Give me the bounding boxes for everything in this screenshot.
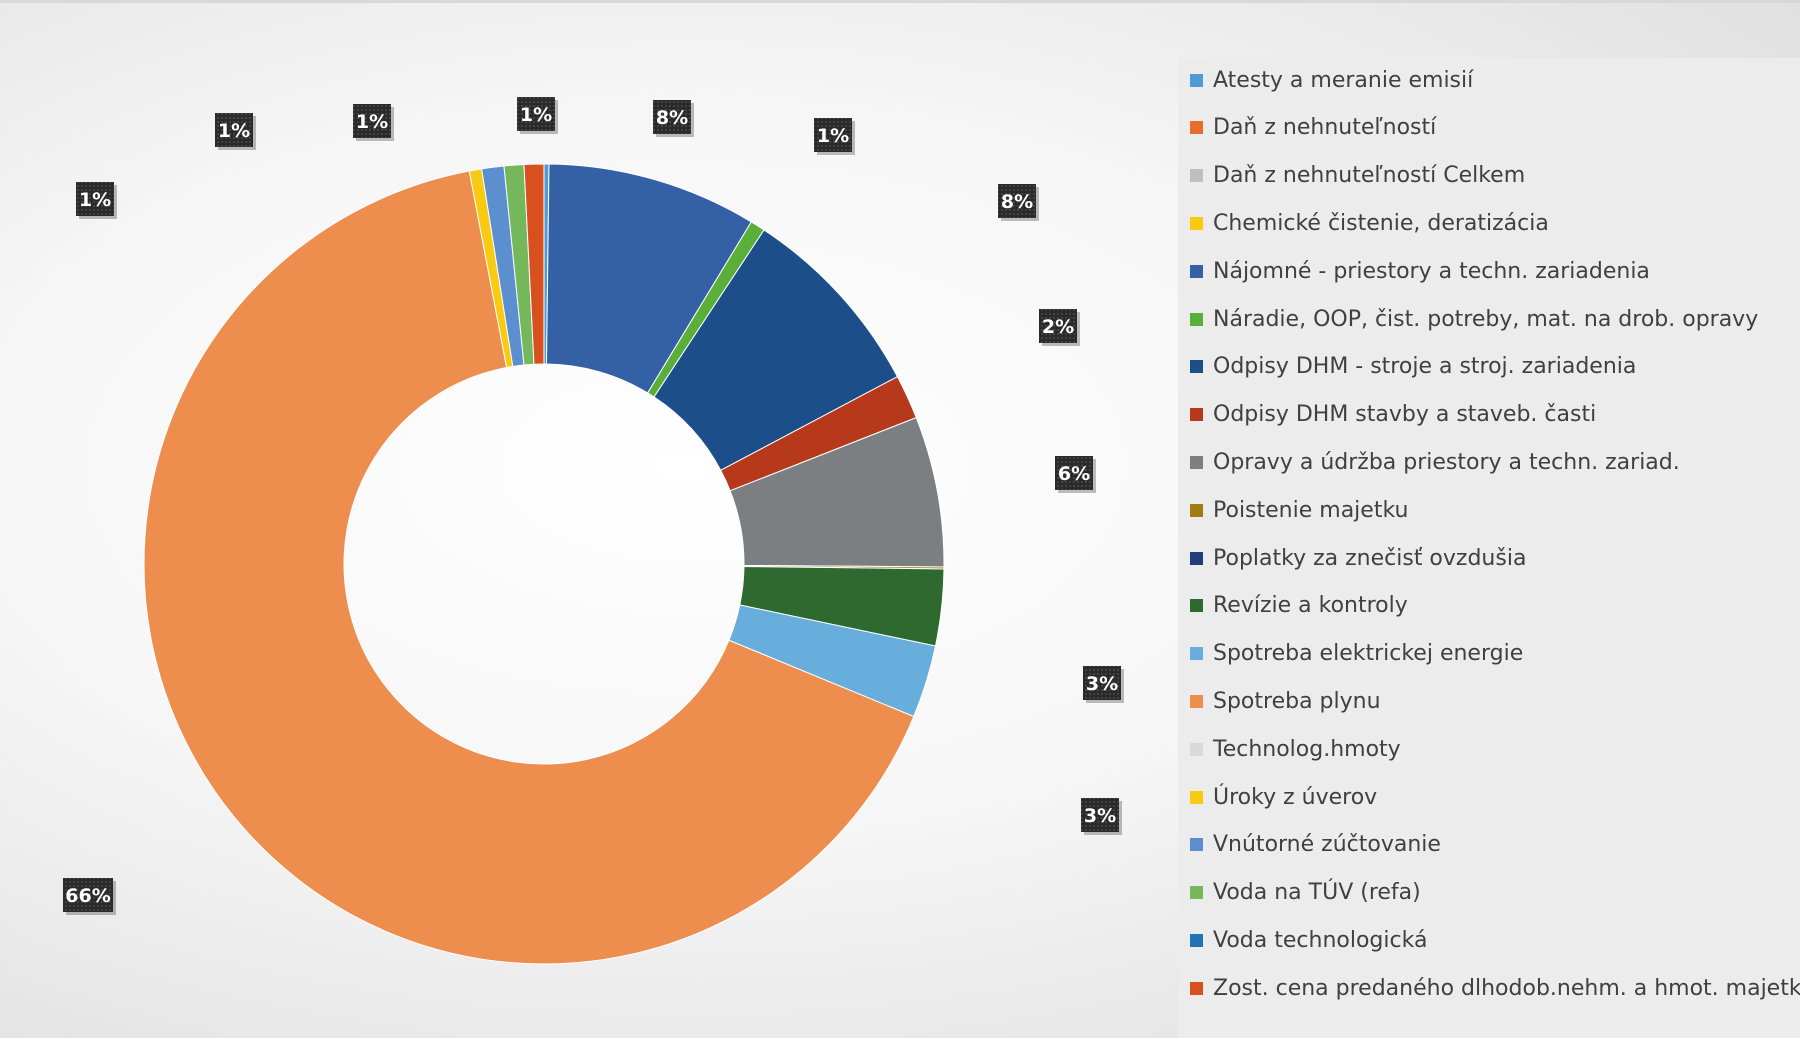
- legend-label: Nájomné - priestory a techn. zariadenia: [1213, 258, 1650, 284]
- data-label-text: 8%: [1001, 191, 1033, 213]
- data-labels-layer: 8% 1% 8% 2% 6% 3% 3% 66% 1% 1% 1% 1%: [63, 97, 1124, 915]
- data-label-uroky-z-uverov: 1%: [76, 182, 117, 219]
- data-label-najomne-priestory-a-techn-zariadenia: 8%: [653, 100, 694, 137]
- legend-label: Technolog.hmoty: [1213, 736, 1401, 762]
- top-border: [0, 0, 1800, 3]
- legend-label: Poistenie majetku: [1213, 497, 1409, 523]
- legend-label: Voda na TÚV (refa): [1213, 880, 1421, 906]
- legend-item-atesty-a-meranie-emisii[interactable]: Atesty a meranie emisií: [1190, 65, 1473, 95]
- data-label-text: 1%: [218, 120, 250, 142]
- legend-item-chemicke-cistenie-deratizacia[interactable]: Chemické čistenie, deratizácia: [1190, 208, 1549, 238]
- data-label-text: 66%: [65, 885, 110, 907]
- legend: Atesty a meranie emisií Daň z nehnuteľnos…: [1178, 58, 1800, 1038]
- legend-item-opravy-a-udrzba-priestory-a-techn-zariad[interactable]: Opravy a údržba priestory a techn. zaria…: [1190, 447, 1680, 477]
- data-label-text: 1%: [79, 189, 111, 211]
- legend-item-spotreba-plynu[interactable]: Spotreba plynu: [1190, 686, 1381, 716]
- legend-swatch: [1190, 599, 1203, 613]
- legend-item-odpisy-dhm-stroje-a-stroj-zariadenia[interactable]: Odpisy DHM - stroje a stroj. zariadenia: [1190, 352, 1636, 382]
- data-label-revizie-a-kontroly: 3%: [1083, 666, 1124, 703]
- data-label-odpisy-dhm-stavby-a-staveb-casti: 2%: [1039, 309, 1080, 346]
- legend-swatch: [1190, 933, 1203, 947]
- legend-label: Náradie, OOP, čist. potreby, mat. na dro…: [1213, 306, 1759, 332]
- legend-item-spotreba-elektrickej-energie[interactable]: Spotreba elektrickej energie: [1190, 639, 1523, 669]
- data-label-text: 2%: [1042, 316, 1074, 338]
- legend-swatch: [1190, 216, 1203, 230]
- legend-label: Revízie a kontroly: [1213, 593, 1408, 619]
- legend-item-najomne-priestory-a-techn-zariadenia[interactable]: Nájomné - priestory a techn. zariadenia: [1190, 256, 1650, 286]
- legend-swatch: [1190, 838, 1203, 852]
- legend-swatch: [1190, 73, 1203, 87]
- legend-label: Odpisy DHM - stroje a stroj. zariadenia: [1213, 354, 1637, 380]
- legend-label: Poplatky za znečisť ovzdušia: [1213, 545, 1527, 571]
- data-label-zost-cena-predaneho-dlhodob-nehm-a-hmot-majetku: 1%: [517, 97, 558, 134]
- slice-zost-cena-predaneho-dlhodob-nehm-a-hmot-majetku: [523, 163, 545, 365]
- legend-label: Spotreba plynu: [1213, 688, 1381, 714]
- legend-item-dan-z-nehnutelnosti-celkem[interactable]: Daň z nehnuteľností Celkem: [1190, 161, 1525, 191]
- data-label-text: 6%: [1058, 463, 1090, 485]
- legend-item-zost-cena-predaneho-dlhodob-nehm-a-hmot-majetku[interactable]: Zost. cena predaného dlhodob.nehm. a hmo…: [1190, 973, 1800, 1003]
- data-label-naradie-oop-cist-potreby-mat-na-drob-opravy: 1%: [814, 118, 855, 155]
- data-label-text: 3%: [1084, 805, 1116, 827]
- data-label-spotreba-elektrickej-energie: 3%: [1081, 798, 1122, 835]
- legend-label: Opravy a údržba priestory a techn. zaria…: [1213, 449, 1680, 475]
- legend-item-poplatky-za-znecist-ovzdusia[interactable]: Poplatky za znečisť ovzdušia: [1190, 543, 1526, 573]
- legend-swatch: [1190, 981, 1203, 995]
- legend-item-dan-z-nehnutelnosti[interactable]: Daň z nehnuteľností: [1190, 113, 1436, 143]
- legend-label: Úroky z úverov: [1213, 784, 1378, 810]
- legend-item-technolog-hmoty[interactable]: Technolog.hmoty: [1190, 734, 1401, 764]
- legend-swatch: [1190, 551, 1203, 565]
- data-label-vnutorne-zuctovanie: 1%: [215, 113, 256, 150]
- legend-label: Voda technologická: [1213, 927, 1428, 953]
- data-label-opravy-a-udrzba-priestory-a-techn-zariad: 6%: [1055, 456, 1096, 493]
- legend-swatch: [1190, 455, 1203, 469]
- legend-label: Chemické čistenie, deratizácia: [1213, 210, 1549, 236]
- legend-label: Odpisy DHM stavby a staveb. časti: [1213, 402, 1597, 428]
- legend-swatch: [1190, 503, 1203, 517]
- legend-label: Atesty a meranie emisií: [1213, 67, 1474, 93]
- legend-item-revizie-a-kontroly[interactable]: Revízie a kontroly: [1190, 591, 1408, 621]
- legend-swatch: [1190, 408, 1203, 422]
- legend-swatch: [1190, 360, 1203, 374]
- legend-swatch: [1190, 312, 1203, 326]
- legend-label: Daň z nehnuteľností: [1213, 115, 1437, 141]
- data-label-odpisy-dhm-stroje-a-stroj-zariadenia: 8%: [998, 184, 1039, 221]
- legend-swatch: [1190, 121, 1203, 135]
- data-label-voda-na-tuv-refa: 1%: [353, 104, 394, 141]
- legend-swatch: [1190, 886, 1203, 900]
- legend-item-odpisy-dhm-stavby-a-staveb-casti[interactable]: Odpisy DHM stavby a staveb. časti: [1190, 400, 1596, 430]
- legend-swatch: [1190, 790, 1203, 804]
- legend-item-voda-technologicka[interactable]: Voda technologická: [1190, 925, 1427, 955]
- legend-label: Daň z nehnuteľností Celkem: [1213, 163, 1526, 189]
- legend-swatch: [1190, 742, 1203, 756]
- data-label-text: 1%: [520, 104, 552, 126]
- data-label-text: 1%: [817, 125, 849, 147]
- data-label-text: 3%: [1086, 673, 1118, 695]
- legend-swatch: [1190, 169, 1203, 183]
- legend-item-naradie-oop-cist-potreby-mat-na-drob-opravy[interactable]: Náradie, OOP, čist. potreby, mat. na dro…: [1190, 304, 1758, 334]
- slice-spotreba-plynu: [143, 170, 915, 965]
- legend-label: Vnútorné zúčtovanie: [1213, 832, 1441, 858]
- legend-item-poistenie-majetku[interactable]: Poistenie majetku: [1190, 495, 1408, 525]
- data-label-text: 1%: [356, 111, 388, 133]
- legend-swatch: [1190, 264, 1203, 278]
- legend-label: Spotreba elektrickej energie: [1213, 641, 1524, 667]
- legend-item-uroky-z-uverov[interactable]: Úroky z úverov: [1190, 782, 1377, 812]
- legend-swatch: [1190, 647, 1203, 661]
- data-label-spotreba-plynu: 66%: [63, 878, 116, 915]
- slices-layer: [143, 163, 945, 965]
- legend-label: Zost. cena predaného dlhodob.nehm. a hmo…: [1213, 975, 1800, 1001]
- legend-item-vnutorne-zuctovanie[interactable]: Vnútorné zúčtovanie: [1190, 830, 1441, 860]
- legend-swatch: [1190, 694, 1203, 708]
- legend-item-voda-na-tuv-refa[interactable]: Voda na TÚV (refa): [1190, 878, 1421, 908]
- data-label-text: 8%: [656, 107, 688, 129]
